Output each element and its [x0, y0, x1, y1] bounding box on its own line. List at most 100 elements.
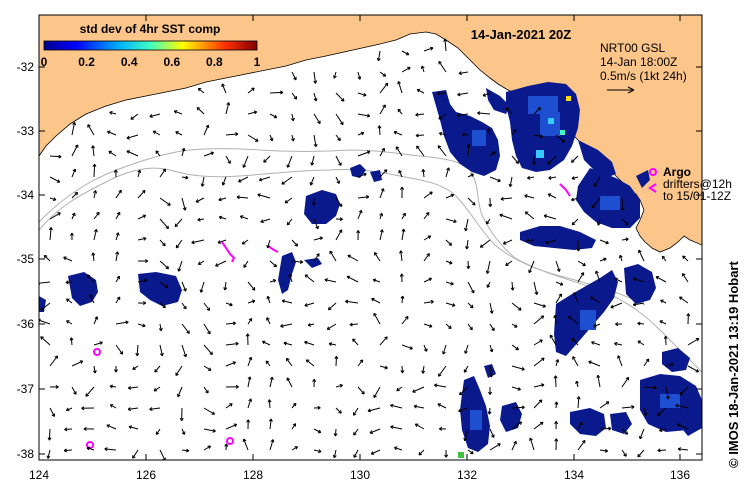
current-vector [489, 151, 496, 157]
current-vector-head [401, 228, 406, 232]
current-vector [335, 197, 343, 207]
current-vector [511, 365, 525, 370]
current-vector-head [353, 432, 357, 436]
current-vector-head [248, 356, 253, 361]
current-vector-head [93, 228, 98, 233]
current-vector-head [695, 338, 700, 342]
current-vector-head [286, 377, 291, 381]
current-vector-head [313, 97, 318, 102]
current-vector-head [162, 242, 166, 247]
current-vector-head [458, 71, 462, 76]
current-vector [203, 428, 216, 432]
current-vector [181, 302, 187, 310]
current-vector [571, 155, 579, 163]
current-vector [247, 398, 252, 409]
current-vector [637, 340, 645, 346]
current-vector [614, 277, 623, 283]
current-vector [489, 302, 493, 314]
current-vector-head [179, 417, 184, 421]
x-tick-label: 134 [564, 468, 584, 482]
current-vector-head [267, 399, 272, 403]
current-vector [107, 130, 117, 136]
current-vector-head [485, 270, 490, 274]
current-vector-head [313, 80, 318, 84]
current-vector-head [625, 221, 629, 226]
current-vector-head [286, 221, 291, 226]
current-vector-head [463, 369, 468, 373]
current-vector [307, 323, 315, 326]
current-vector-head [127, 407, 132, 412]
current-vector-head [226, 102, 231, 106]
current-vector [335, 92, 345, 102]
current-vector [64, 449, 73, 452]
current-vector [621, 238, 629, 241]
current-vector [225, 133, 239, 136]
current-vector [174, 218, 183, 227]
colorbar-tick-label: 0.8 [206, 55, 223, 69]
current-vector-head [456, 113, 460, 118]
current-vector-head [655, 276, 660, 280]
current-vector [577, 396, 580, 409]
current-vector-head [439, 426, 443, 431]
current-vector-head [304, 303, 308, 307]
current-vector-head [233, 423, 238, 428]
current-vector [377, 50, 381, 61]
current-vector [357, 71, 361, 80]
current-vector-head [381, 147, 385, 152]
current-vector-head [457, 92, 461, 97]
current-vector [221, 83, 227, 94]
current-vector [621, 377, 630, 388]
current-vector-head [293, 96, 298, 100]
current-vector-head [167, 202, 171, 206]
current-vector-head [450, 281, 454, 286]
current-vector [480, 239, 491, 248]
current-vector [511, 281, 514, 291]
current-vector-head [469, 326, 473, 331]
current-vector-head [92, 370, 97, 374]
current-vector-head [294, 243, 299, 247]
current-vector-head [281, 299, 286, 304]
current-vector [93, 229, 97, 241]
current-vector-head [218, 197, 222, 202]
current-vector [555, 359, 559, 367]
current-vector-head [527, 175, 531, 180]
date-title: 14-Jan-2021 20Z [471, 27, 572, 42]
current-vector-head [390, 403, 394, 408]
current-vector-head [253, 110, 258, 115]
current-vector-head [175, 244, 180, 249]
current-vector [132, 449, 139, 459]
current-vector-head [66, 320, 70, 324]
current-vector-head [181, 431, 186, 435]
current-vector-head [686, 313, 691, 317]
current-vector-head [347, 254, 351, 259]
current-vector-head [416, 88, 421, 93]
current-vector-head [360, 131, 365, 136]
current-vector [93, 164, 96, 178]
current-vector [545, 239, 557, 244]
current-vector-head [438, 131, 443, 136]
current-vector-head [666, 396, 670, 400]
current-vector-head [624, 431, 629, 435]
current-vector-head [539, 339, 543, 343]
current-vector [379, 104, 386, 115]
current-vector [287, 155, 293, 168]
current-vector [291, 260, 303, 263]
current-vector [269, 376, 273, 388]
current-vector-head [155, 431, 160, 435]
current-vector [269, 279, 276, 283]
current-vector [178, 260, 183, 272]
current-vector [401, 295, 404, 304]
current-vector [115, 321, 129, 325]
current-vector-head [251, 287, 256, 291]
current-vector [108, 150, 117, 157]
current-vector [347, 254, 359, 262]
current-vector [462, 133, 469, 136]
current-vector-head [165, 265, 170, 270]
current-vector-head [142, 189, 146, 194]
current-vector-head [497, 443, 501, 447]
current-vector [682, 273, 689, 283]
current-vector-head [74, 144, 79, 148]
current-vector-head [191, 240, 195, 245]
current-vector [637, 449, 645, 458]
current-vector [159, 302, 166, 308]
